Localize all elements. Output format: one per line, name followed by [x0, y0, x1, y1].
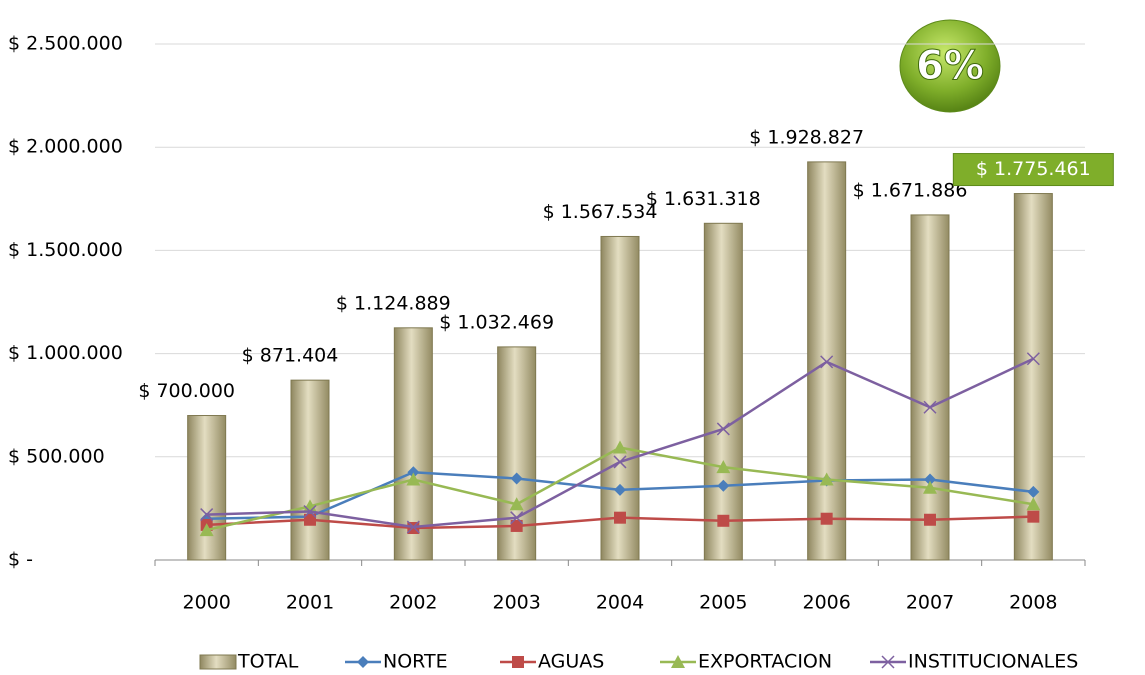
x-tick-label: 2008: [1009, 592, 1057, 614]
x-tick-label: 2001: [286, 592, 334, 614]
y-tick-label: $ 1.000.000: [8, 342, 123, 364]
marker: [819, 472, 834, 486]
y-tick-label: $ 500.000: [8, 445, 105, 467]
marker: [820, 355, 834, 369]
bar: [703, 222, 743, 561]
marker: [199, 523, 214, 537]
badge: 6%: [899, 19, 1001, 113]
legend-swatch: [199, 654, 237, 670]
marker: [510, 519, 523, 532]
marker: [614, 511, 626, 524]
badge-text: 6%: [916, 43, 984, 89]
x-tick-label: 2004: [596, 592, 644, 614]
marker: [716, 422, 730, 436]
marker: [614, 483, 626, 496]
marker: [303, 499, 317, 513]
bar: [910, 214, 950, 561]
legend-item: EXPORTACION: [660, 651, 832, 673]
legend-item: AGUAS: [500, 651, 604, 673]
marker: [924, 513, 936, 526]
marker: [671, 655, 685, 668]
marker: [881, 655, 895, 669]
value-label: $ 871.404: [242, 345, 339, 367]
x-tick-label: 2000: [182, 592, 230, 614]
line-series: [200, 510, 1040, 535]
legend-item: TOTAL: [199, 651, 299, 673]
y-tick-label: $ -: [8, 549, 33, 571]
x-tick-label: 2006: [802, 592, 850, 614]
legend-label: INSTITUCIONALES: [908, 651, 1078, 673]
marker: [717, 479, 730, 492]
legend-label: NORTE: [383, 651, 448, 673]
marker: [923, 480, 937, 494]
marker: [924, 473, 936, 486]
value-label: $ 1.775.461: [976, 158, 1091, 180]
value-label: $ 1.631.318: [646, 188, 761, 210]
y-tick-label: $ 2.500.000: [8, 33, 123, 55]
value-label: $ 1.124.889: [336, 292, 451, 314]
marker: [1027, 485, 1040, 498]
marker: [406, 472, 421, 486]
marker: [613, 440, 627, 454]
marker: [357, 656, 369, 668]
x-tick-label: 2003: [492, 592, 540, 614]
value-label: $ 1.567.534: [543, 201, 658, 223]
legend-item: NORTE: [345, 651, 448, 673]
badge-circle: [899, 19, 1001, 113]
marker: [512, 656, 524, 668]
x-tick-label: 2005: [699, 592, 747, 614]
marker: [510, 511, 524, 525]
line-series: [200, 352, 1040, 534]
marker: [613, 455, 627, 469]
bar-series: $ 700.000 $ 871.404 $ 1.124.889$ 1.032.469…: [138, 126, 1114, 561]
marker: [510, 472, 523, 485]
marker: [1026, 497, 1041, 511]
marker: [509, 497, 524, 511]
marker: [716, 460, 731, 474]
legend-label: AGUAS: [538, 651, 604, 673]
marker: [820, 512, 833, 525]
bar: [393, 327, 433, 561]
x-tick-label: 2007: [906, 592, 954, 614]
x-tick-label: 2002: [389, 592, 437, 614]
legend-item: INSTITUCIONALES: [870, 651, 1078, 673]
legend-label: EXPORTACION: [698, 651, 832, 673]
marker: [200, 508, 214, 522]
y-tick-label: $ 2.000.000: [8, 136, 123, 158]
y-tick-label: $ 1.500.000: [8, 239, 123, 261]
marker: [304, 513, 316, 526]
bar: [187, 415, 227, 561]
value-label: $ 1.032.469: [439, 311, 554, 333]
value-label: $ 1.671.886: [853, 179, 968, 201]
value-label: $ 1.928.827: [749, 126, 864, 148]
marker: [1027, 510, 1040, 523]
marker: [717, 514, 730, 527]
marker: [303, 504, 317, 519]
marker: [1026, 352, 1040, 366]
marker: [406, 520, 420, 534]
marker: [923, 400, 937, 414]
bar: [600, 235, 640, 561]
legend-label: TOTAL: [237, 651, 299, 673]
bar: [290, 379, 330, 561]
marker: [407, 466, 420, 479]
value-label-box: [952, 153, 1114, 187]
line-series: [199, 440, 1041, 537]
value-label: $ 700.000: [138, 380, 235, 402]
